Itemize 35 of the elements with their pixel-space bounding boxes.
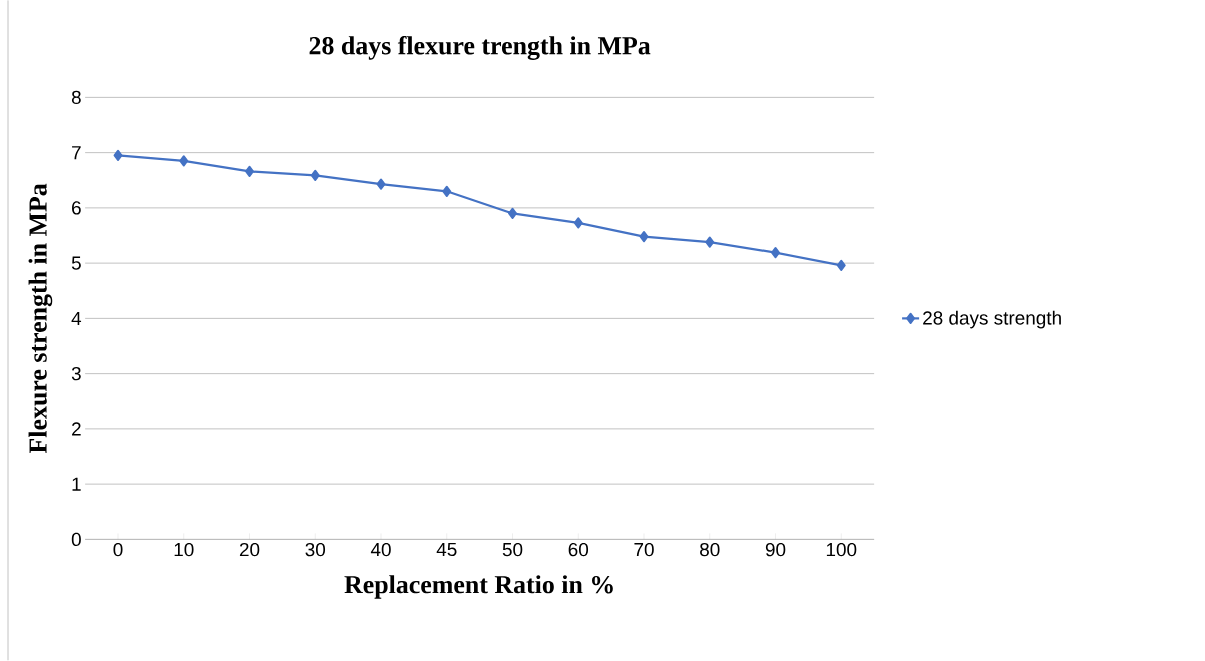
legend-label: 28 days strength xyxy=(923,310,1061,329)
y-tick-label: 1 xyxy=(72,477,81,491)
y-tick-label: 7 xyxy=(72,146,81,160)
point xyxy=(836,259,846,272)
x-tick-label: 30 xyxy=(305,543,326,557)
chart-title: 28 days flexure trength in MPa xyxy=(309,36,651,60)
y-tick-label: 2 xyxy=(72,422,81,436)
y-tick-label: 8 xyxy=(71,90,81,105)
x-tick-label: 60 xyxy=(568,543,589,557)
point xyxy=(573,217,583,229)
y-tick-label: 0 xyxy=(71,532,81,547)
x-tick-label: 40 xyxy=(370,543,391,557)
y-axis-title: Flexure strength in MPa xyxy=(28,183,53,454)
point xyxy=(310,169,320,181)
x-tick-label: 0 xyxy=(113,543,123,557)
x-tick-label: 100 xyxy=(826,543,857,557)
point xyxy=(376,178,386,190)
y-tick-label: 4 xyxy=(71,311,82,326)
point xyxy=(179,155,189,167)
y-tick-label: 6 xyxy=(72,201,81,215)
y-tick-label: 5 xyxy=(71,256,81,270)
point xyxy=(705,236,715,248)
y-tick-label: 3 xyxy=(71,367,81,381)
point xyxy=(639,231,649,243)
x-tick-label: 10 xyxy=(174,543,194,557)
point xyxy=(442,185,452,197)
x-tick-label: 45 xyxy=(436,543,457,557)
point xyxy=(771,247,780,259)
x-tick-label: 90 xyxy=(765,543,786,557)
point xyxy=(113,149,123,162)
x-tick-label: 50 xyxy=(502,543,523,557)
x-tick-label: 80 xyxy=(700,543,720,557)
x-tick-label: 70 xyxy=(634,543,654,557)
x-axis-title: Replacement Ratio in % xyxy=(344,575,613,599)
x-tick-label: 20 xyxy=(239,543,260,557)
